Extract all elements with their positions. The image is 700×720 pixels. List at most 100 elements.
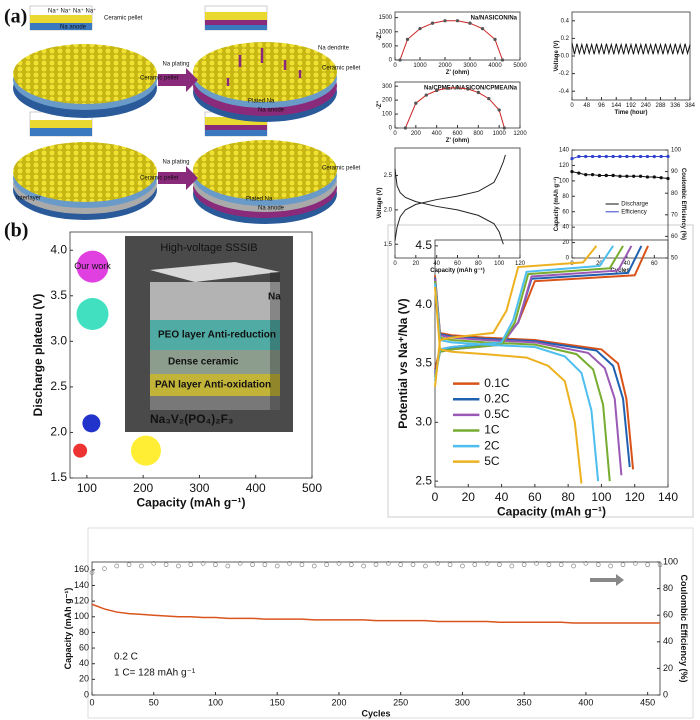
series-line bbox=[434, 245, 624, 378]
marker bbox=[430, 21, 435, 25]
y-tick-label: 100 bbox=[382, 112, 393, 118]
y-tick-label: 1.5 bbox=[50, 470, 67, 484]
marker bbox=[632, 154, 636, 159]
inset-layer bbox=[150, 282, 280, 320]
plot-frame bbox=[394, 11, 521, 61]
marker bbox=[597, 154, 602, 159]
marker bbox=[546, 562, 552, 568]
y-axis-label: Capacity (mAh g⁻¹) bbox=[553, 177, 560, 232]
y2-tick-label: 0 bbox=[663, 689, 668, 699]
marker bbox=[487, 96, 491, 101]
schematic-label: Na anode bbox=[258, 108, 285, 114]
plot-frame bbox=[69, 231, 313, 479]
x-tick-label: 336 bbox=[670, 103, 681, 109]
x-tick-label: 0 bbox=[89, 697, 94, 707]
y-tick-label: 4.5 bbox=[415, 238, 432, 252]
marker bbox=[638, 174, 643, 178]
schematic-label: Na plating bbox=[162, 62, 189, 68]
marker bbox=[151, 560, 157, 566]
marker bbox=[324, 562, 329, 568]
series-line bbox=[434, 286, 583, 484]
marker bbox=[213, 562, 218, 568]
y-tick-label: 3.5 bbox=[50, 288, 67, 302]
inset-anode bbox=[205, 130, 267, 136]
y-tick-label: 0 bbox=[389, 126, 393, 132]
marker bbox=[590, 173, 595, 177]
marker bbox=[139, 563, 144, 569]
marker bbox=[410, 562, 416, 568]
schematic-label: Ceramic pellet bbox=[140, 176, 179, 182]
y-tick-label: 120 bbox=[74, 595, 89, 605]
inset-title: High-voltage SSSIB bbox=[160, 242, 257, 254]
y-tick-label: 3.5 bbox=[415, 356, 432, 370]
y2-tick-label: 90 bbox=[671, 169, 678, 175]
legend-label: 0.5C bbox=[484, 407, 510, 421]
y-tick-label: 60 bbox=[79, 642, 89, 652]
marker bbox=[645, 175, 650, 179]
series-line bbox=[399, 20, 503, 61]
inset-anode bbox=[30, 128, 92, 136]
x-tick-label: 0 bbox=[393, 131, 397, 137]
marker bbox=[584, 173, 588, 177]
inset-label: PAN layer Anti-oxidation bbox=[155, 380, 271, 391]
marker bbox=[455, 19, 460, 23]
x-tick-label: 450 bbox=[640, 697, 655, 707]
x-tick-label: 1200 bbox=[513, 131, 527, 137]
marker bbox=[336, 560, 342, 566]
x-tick-label: 400 bbox=[246, 481, 266, 495]
marker bbox=[558, 562, 564, 568]
y-axis-label: -Z'' bbox=[377, 100, 383, 109]
marker bbox=[584, 154, 588, 159]
x-tick-label: 80 bbox=[561, 490, 575, 504]
x-axis-label: Capacity (mAh g⁻¹) bbox=[430, 267, 485, 274]
inset: High-voltage SSSIB Na PEO layer Anti-reduc… bbox=[125, 236, 293, 432]
marker bbox=[509, 563, 515, 569]
y-axis-label: Voltage (V) bbox=[377, 188, 383, 219]
y-tick-label: 40 bbox=[562, 225, 569, 231]
inset-layer bbox=[150, 350, 280, 374]
x-tick-label: 48 bbox=[583, 103, 590, 109]
series-line bbox=[434, 275, 635, 470]
y-tick-label: 0 bbox=[389, 58, 393, 64]
x-tick-label: 300 bbox=[455, 697, 470, 707]
y-tick-label: 0.4 bbox=[561, 18, 570, 24]
x-tick-label: 0 bbox=[432, 490, 439, 504]
marker bbox=[361, 563, 367, 569]
y-tick-label: 0 bbox=[566, 256, 570, 262]
marker bbox=[659, 154, 663, 159]
disc bbox=[13, 44, 157, 118]
y-tick-label: -0.4 bbox=[559, 89, 570, 95]
x-axis-label: Z' (ohm) bbox=[446, 138, 469, 144]
x-axis-label: Cycles bbox=[610, 268, 630, 274]
plot-frame bbox=[91, 561, 661, 696]
series-line bbox=[394, 154, 506, 241]
marker bbox=[114, 563, 120, 569]
y2-tick-label: 100 bbox=[671, 148, 682, 154]
marker bbox=[493, 37, 497, 42]
y-axis-label: Capacity (mAh g⁻¹) bbox=[63, 588, 73, 670]
marker bbox=[398, 562, 404, 568]
marker bbox=[476, 90, 480, 95]
marker bbox=[500, 58, 505, 62]
x-tick-label: 250 bbox=[393, 697, 408, 707]
chart-title: Na/NASICON/Na bbox=[471, 16, 518, 22]
x-tick-label: 288 bbox=[655, 103, 666, 109]
marker bbox=[571, 563, 576, 569]
marker bbox=[126, 562, 132, 568]
panel-label: (b) bbox=[4, 220, 28, 242]
y-tick-label: 200 bbox=[382, 98, 393, 104]
schematic bbox=[13, 5, 337, 224]
x-tick-label: 5000 bbox=[513, 63, 527, 69]
x-tick-label: 200 bbox=[331, 697, 346, 707]
x-tick-label: 500 bbox=[302, 481, 322, 495]
x-tick-label: 96 bbox=[598, 103, 605, 109]
marker bbox=[250, 562, 255, 568]
schematic-label: Na⁺ Na⁺ Na⁺ Na⁺ bbox=[48, 8, 96, 15]
legend-label: 0.2C bbox=[484, 391, 510, 405]
legend-label: 5C bbox=[484, 454, 500, 468]
marker bbox=[570, 156, 574, 161]
y-tick-label: 20 bbox=[562, 240, 569, 246]
y-tick-label: 3.0 bbox=[415, 414, 432, 428]
marker bbox=[455, 86, 460, 90]
